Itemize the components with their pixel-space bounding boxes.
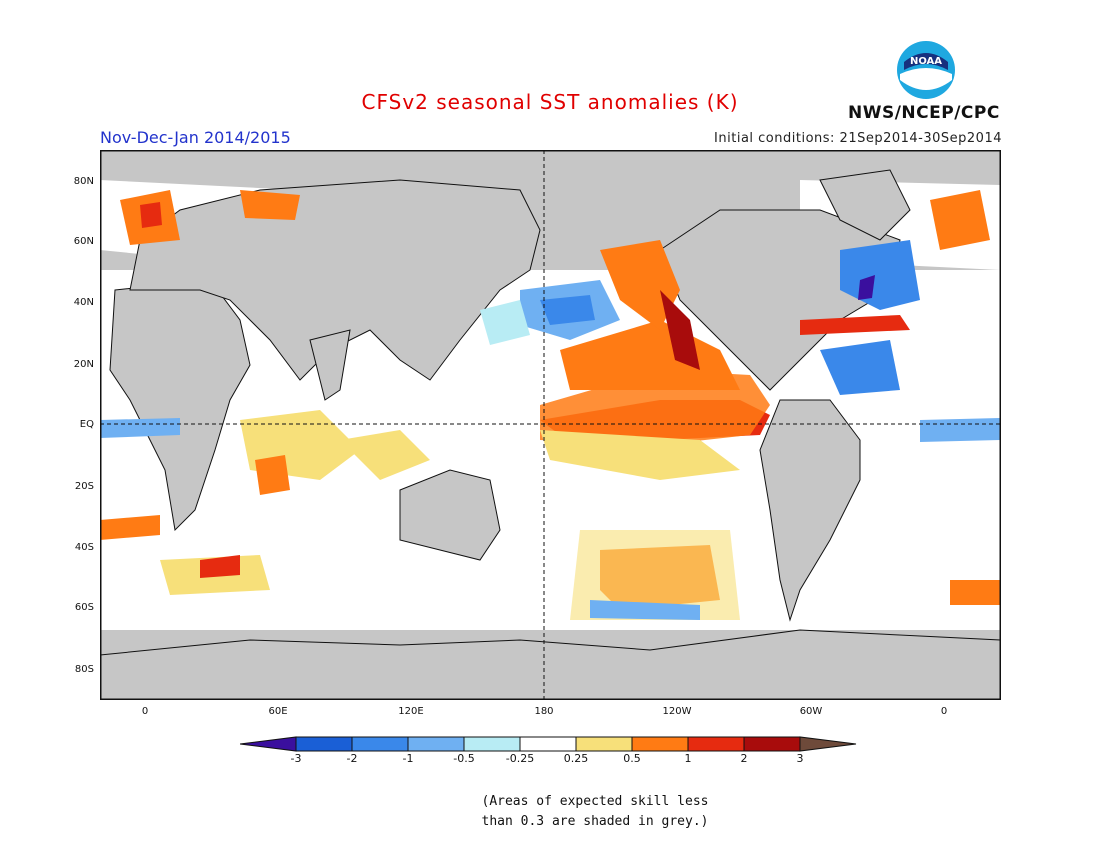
colorbar-cell: [687, 736, 745, 752]
lat-label: 40S: [74, 542, 94, 553]
colorbar-cell: [463, 736, 521, 752]
colorbar-tick-label: -0.25: [505, 752, 535, 765]
anomaly-patches: [100, 190, 1000, 620]
colorbar-tick-label: 2: [740, 752, 748, 765]
colorbar-tick-label: 3: [796, 752, 804, 765]
colorbar-tick-label: -1: [402, 752, 414, 765]
skill-note-line1: (Areas of expected skill less: [481, 794, 709, 809]
colorbar-cell: [351, 736, 409, 752]
colorbar-tick-label: 1: [684, 752, 692, 765]
map-title: CFSv2 seasonal SST anomalies (K): [361, 90, 739, 114]
sst-anomaly-map: [100, 150, 1001, 700]
colorbar: [240, 736, 857, 752]
lat-label: 20N: [73, 359, 94, 370]
lat-label: 60S: [74, 602, 94, 613]
lon-label: 120E: [398, 706, 424, 717]
colorbar-cells: [240, 736, 857, 752]
lat-label: EQ: [79, 419, 94, 430]
colorbar-cell: [519, 736, 577, 752]
lat-label: 60N: [73, 236, 94, 247]
map-frame: [100, 150, 1001, 700]
lon-label: 120W: [662, 706, 692, 717]
colorbar-cell: [407, 736, 465, 752]
noaa-logo-icon: NOAA: [897, 41, 955, 99]
colorbar-tick-label: 0.25: [563, 752, 589, 765]
colorbar-cell: [743, 736, 801, 752]
lat-label: 80S: [74, 664, 94, 675]
colorbar-tick-label: -3: [290, 752, 302, 765]
initial-conditions: Initial conditions: 21Sep2014-30Sep2014: [714, 131, 1002, 146]
lon-label: 60W: [799, 706, 823, 717]
lon-label: 0: [940, 706, 948, 717]
skill-note-line2: than 0.3 are shaded in grey.): [481, 814, 709, 829]
lat-label: 40N: [73, 297, 94, 308]
colorbar-tick-label: 0.5: [623, 752, 641, 765]
lat-label: 80N: [73, 176, 94, 187]
colorbar-cell: [575, 736, 633, 752]
colorbar-tick-label: -0.5: [453, 752, 475, 765]
skill-note: (Areas of expected skill less than 0.3 a…: [470, 792, 720, 832]
land-masses: [100, 169, 1001, 700]
lon-label: 180: [534, 706, 554, 717]
lat-label: 20S: [74, 481, 94, 492]
agency-label: NWS/NCEP/CPC: [848, 103, 1000, 123]
colorbar-cell: [631, 736, 689, 752]
lon-label: 0: [141, 706, 149, 717]
colorbar-cell: [240, 736, 297, 752]
svg-text:NOAA: NOAA: [910, 56, 942, 67]
colorbar-cell: [295, 736, 353, 752]
forecast-period: Nov-Dec-Jan 2014/2015: [100, 128, 291, 147]
colorbar-tick-label: -2: [346, 752, 358, 765]
lon-label: 60E: [268, 706, 288, 717]
colorbar-cell: [799, 736, 857, 752]
